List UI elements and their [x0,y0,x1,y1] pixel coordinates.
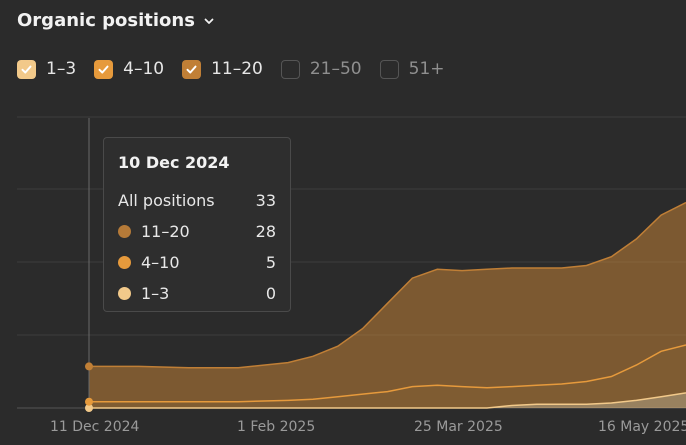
tooltip-row: 11–20 28 [118,216,276,247]
checkbox-11-20[interactable] [182,59,202,79]
line-11–20 [89,201,686,369]
check-icon [98,65,109,73]
x-tick-label: 25 Mar 2025 [414,419,503,435]
x-tick-label: 11 Dec 2024 [50,419,140,435]
hover-point [85,362,93,371]
hover-point [85,404,93,412]
checkbox-4-10[interactable] [94,59,114,79]
tooltip-row-label: 4–10 [141,253,180,272]
checkbox-1-3[interactable] [17,59,36,79]
tooltip-row: 1–3 0 [118,278,276,309]
chevron-down-icon [204,18,214,24]
checkbox-21-50[interactable] [280,59,300,79]
hover-points [85,362,93,412]
chart-title: Organic positions [17,10,195,31]
filter-4-10[interactable]: 4–10 [94,59,164,79]
filter-11-20[interactable]: 11–20 [182,59,263,79]
checkbox-51-plus[interactable] [379,59,399,79]
filter-51-plus[interactable]: 51+ [379,59,445,79]
tooltip-row: 4–10 5 [118,247,276,278]
filter-label: 1–3 [46,59,77,79]
tooltip-total-label: All positions [118,191,215,210]
filter-label: 11–20 [211,59,263,79]
x-tick-label: 1 Feb 2025 [237,419,316,435]
organic-positions-dropdown[interactable]: Organic positions [17,10,215,31]
tooltip-date: 10 Dec 2024 [118,153,230,172]
filter-1-3[interactable]: 1–3 [17,59,76,79]
check-icon [186,65,197,73]
tooltip-row-value: 28 [255,222,276,241]
stacked-areas [89,201,686,409]
position-filters: 1–3 4–10 11–20 21–50 51+ [17,59,463,79]
tooltip-row-value: 0 [265,284,276,303]
tooltip-row-label: 11–20 [141,222,190,241]
tooltip-row-value: 5 [265,253,276,272]
series-dot-1-3 [118,287,131,300]
hover-point [85,397,93,406]
area-4–10 [89,345,686,408]
line-4–10 [89,344,686,403]
tooltip-row-label: 1–3 [141,284,170,303]
area-11–20 [89,202,686,402]
tooltip-total-value: 33 [255,191,276,210]
x-tick-label: 16 May 2025 [598,419,686,435]
line-1–3 [89,392,686,409]
tooltip-row-total: All positions 33 [118,185,276,216]
series-dot-11-20 [118,225,131,238]
series-dot-4-10 [118,256,131,269]
filter-label: 4–10 [123,59,165,79]
filter-21-50[interactable]: 21–50 [280,59,362,79]
check-icon [21,65,32,73]
chart-tooltip: 10 Dec 2024 All positions 33 11–20 28 4–… [103,137,291,312]
filter-label: 51+ [408,59,445,79]
filter-label: 21–50 [309,59,362,79]
